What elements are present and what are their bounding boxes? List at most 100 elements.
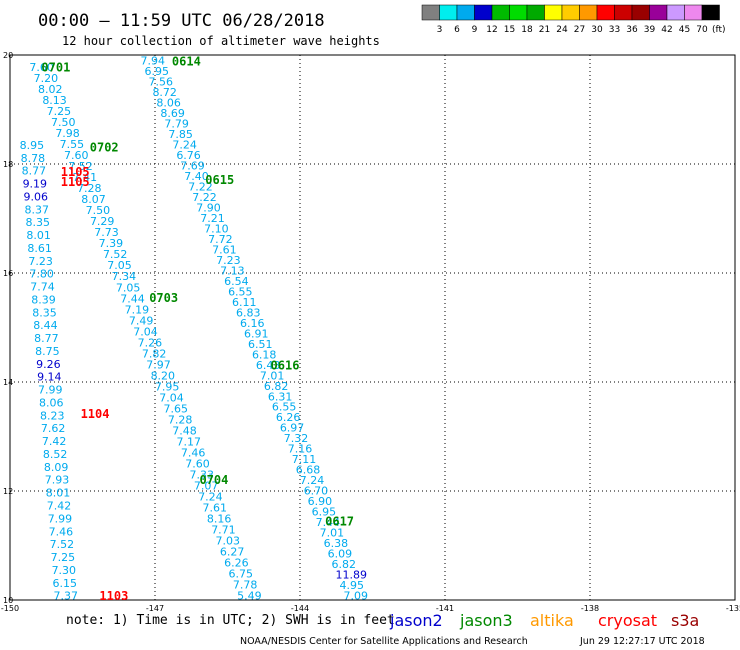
wave-height-value: 6.16 — [240, 317, 265, 330]
color-scale-label: 27 — [574, 25, 585, 35]
color-scale-label: 18 — [521, 25, 533, 35]
wave-height-value: 6.82 — [264, 380, 289, 393]
wave-height-value: 7.44 — [316, 516, 341, 529]
wave-height-tracks: 7.607.208.028.137.257.507.987.557.607.52… — [20, 54, 368, 602]
pass-labels: 0701070211051105061406150703061611040704… — [41, 55, 354, 604]
wave-height-value: 8.95 — [20, 139, 44, 152]
wave-height-value: 6.31 — [268, 390, 293, 403]
pass-label: 0614 — [172, 55, 201, 69]
wave-height-value: 7.94 — [141, 54, 166, 67]
wave-height-value: 6.11 — [232, 296, 256, 309]
wave-height-value: 6.76 — [176, 149, 201, 162]
wave-height-value: 6.43 — [256, 359, 281, 372]
wave-height-value: 8.20 — [151, 369, 176, 382]
wave-height-value: 6.54 — [224, 275, 249, 288]
wave-height-value: 7.19 — [125, 303, 149, 316]
pass-label: 1105 — [61, 175, 90, 189]
wave-height-value: 8.61 — [27, 242, 52, 255]
wave-height-value: 7.30 — [52, 564, 77, 577]
wave-height-value: 6.91 — [244, 327, 268, 340]
wave-height-value: 7.42 — [42, 435, 67, 448]
color-swatch — [421, 4, 440, 21]
wave-height-value: 7.25 — [51, 551, 76, 564]
wave-height-value: 8.52 — [43, 448, 68, 461]
wave-height-value: 7.24 — [300, 474, 325, 487]
wave-height-value: 6.68 — [296, 464, 321, 477]
page-title: 00:00 – 11:59 UTC 06/28/2018 — [38, 11, 325, 31]
x-tick-label: -150 — [1, 604, 19, 613]
wave-height-value: 7.79 — [164, 117, 189, 130]
wave-height-value: 7.39 — [99, 237, 124, 250]
color-swatch — [579, 4, 598, 21]
wave-height-value: 7.13 — [220, 264, 245, 277]
wave-height-value: 7.32 — [284, 432, 309, 445]
wave-height-value: 7.95 — [155, 380, 180, 393]
pass-label: 1104 — [81, 407, 110, 421]
wave-height-value: 7.55 — [60, 138, 85, 151]
color-scale-legend: 3 6 9 12 15 18 21 24 27 30 33 36 39 42 45 70 — [421, 4, 720, 35]
wave-height-value: 8.78 — [21, 152, 45, 165]
x-tick-label: -144 — [291, 604, 309, 613]
wave-height-value: 7.99 — [48, 512, 72, 525]
y-tick-label: 10 — [3, 596, 13, 605]
wave-height-value: 6.55 — [228, 285, 253, 298]
wave-height-value: 11.89 — [336, 569, 368, 582]
wave-height-value: 7.22 — [192, 191, 217, 204]
x-tick-label: -138 — [581, 604, 599, 613]
color-swatch — [666, 4, 685, 21]
wave-height-value: 7.11 — [292, 453, 317, 466]
satellite-jason3: jason3 — [459, 611, 513, 630]
y-tick-label: 20 — [3, 51, 13, 60]
wave-height-value: 7.24 — [198, 491, 223, 504]
wave-height-value: 7.22 — [188, 180, 213, 193]
wave-height-value: 8.77 — [34, 332, 59, 345]
x-tick-label: -141 — [436, 604, 454, 613]
pass-label: 1105 — [61, 165, 90, 179]
wave-height-value: 7.04 — [159, 391, 184, 404]
wave-height-value: 8.13 — [42, 94, 67, 107]
wave-height-value: 7.72 — [208, 233, 233, 246]
wave-height-value: 7.50 — [51, 116, 75, 129]
wave-height-value: 7.40 — [184, 170, 209, 183]
pass-label: 1103 — [99, 589, 128, 603]
wave-height-value: 8.77 — [22, 165, 46, 178]
x-tick-label: -147 — [146, 604, 164, 613]
color-scale-label: 33 — [609, 25, 620, 35]
color-swatch — [509, 4, 528, 21]
wave-height-value: 6.09 — [328, 548, 353, 561]
color-scale-label: 45 — [679, 25, 690, 35]
wave-height-value: 7.52 — [50, 538, 74, 551]
footer-credit: NOAA/NESDIS Center for Satellite Applica… — [240, 636, 528, 647]
wave-height-value: 7.46 — [49, 525, 74, 538]
color-swatch — [526, 4, 545, 21]
wave-height-value: 7.25 — [47, 105, 72, 118]
wave-height-value: 7.26 — [138, 336, 163, 349]
wave-height-value: 7.21 — [200, 212, 225, 225]
map-grid — [10, 55, 735, 600]
wave-height-value: 7.09 — [344, 590, 369, 603]
wave-height-value: 8.06 — [39, 396, 64, 409]
wave-height-value: 7.03 — [216, 535, 241, 548]
wave-height-value: 7.97 — [146, 358, 171, 371]
wave-height-value: 7.78 — [233, 579, 257, 592]
color-scale-label: 12 — [486, 25, 497, 35]
page-subtitle: 12 hour collection of altimeter wave hei… — [62, 34, 380, 48]
wave-height-value: 7.05 — [116, 281, 141, 294]
y-tick-label: 12 — [3, 487, 13, 496]
footer-note: note: 1) Time is in UTC; 2) SWH is in fe… — [66, 613, 395, 628]
satellite-s3a: s3a — [671, 611, 699, 630]
wave-height-value: 7.90 — [196, 201, 221, 214]
satellite-cryosat: cryosat — [598, 611, 657, 630]
wave-height-value: 7.37 — [54, 590, 79, 603]
wave-height-value: 7.16 — [288, 443, 313, 456]
wave-height-value: 7.05 — [107, 259, 132, 272]
wave-height-value: 7.44 — [120, 292, 144, 305]
color-swatch — [456, 4, 475, 21]
color-swatch — [701, 4, 720, 21]
wave-height-value: 6.95 — [312, 506, 337, 519]
wave-height-value: 7.23 — [216, 254, 241, 267]
color-swatch — [649, 4, 668, 21]
wave-height-value: 7.61 — [212, 243, 237, 256]
wave-height-value: 8.01 — [26, 229, 51, 242]
x-tick-label: -135 — [726, 604, 740, 613]
